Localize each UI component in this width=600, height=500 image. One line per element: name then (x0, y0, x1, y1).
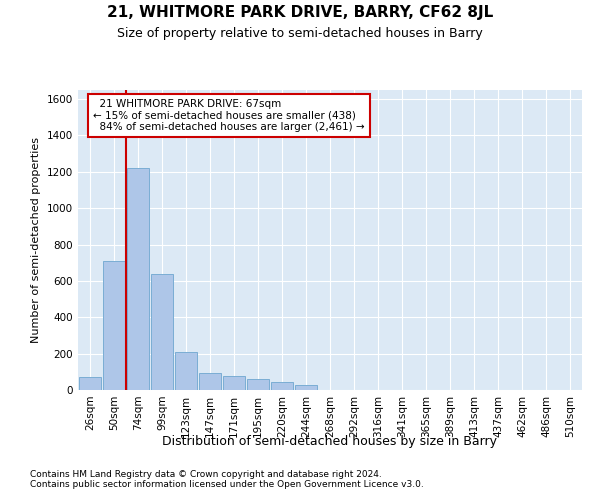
Bar (175, 352, 197, 390)
Bar (223, 376, 245, 390)
Bar (247, 379, 269, 390)
Bar (127, 168, 149, 390)
Bar (103, 261, 125, 390)
Text: Contains HM Land Registry data © Crown copyright and database right 2024.: Contains HM Land Registry data © Crown c… (30, 470, 382, 479)
Text: Size of property relative to semi-detached houses in Barry: Size of property relative to semi-detach… (117, 28, 483, 40)
Bar (295, 384, 317, 390)
Bar (79, 378, 101, 390)
Text: Distribution of semi-detached houses by size in Barry: Distribution of semi-detached houses by … (163, 435, 497, 448)
Bar (271, 382, 293, 390)
Text: 21 WHITMORE PARK DRIVE: 67sqm
← 15% of semi-detached houses are smaller (438)
  : 21 WHITMORE PARK DRIVE: 67sqm ← 15% of s… (93, 99, 365, 132)
Text: Contains public sector information licensed under the Open Government Licence v3: Contains public sector information licen… (30, 480, 424, 489)
Bar (151, 274, 173, 390)
Text: 21, WHITMORE PARK DRIVE, BARRY, CF62 8JL: 21, WHITMORE PARK DRIVE, BARRY, CF62 8JL (107, 5, 493, 20)
Y-axis label: Number of semi-detached properties: Number of semi-detached properties (31, 137, 41, 343)
Bar (199, 372, 221, 390)
